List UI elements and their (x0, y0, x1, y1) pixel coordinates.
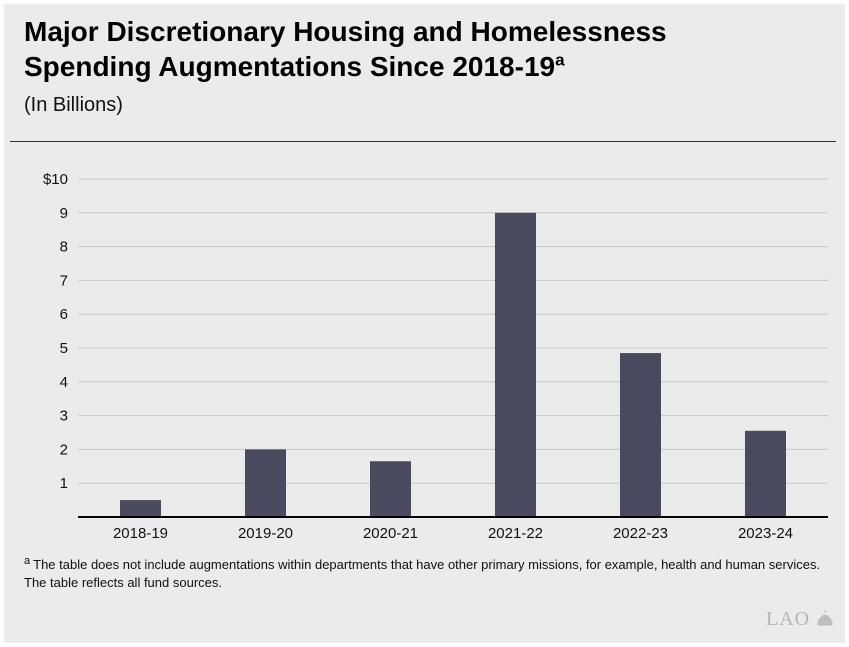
title-divider (10, 141, 836, 142)
y-tick-label: 2 (60, 441, 68, 458)
x-axis-ticks: 2018-19 2019-20 2020-21 2021-22 2022-23 2023-… (113, 525, 793, 542)
title-footnote-marker: a (555, 50, 565, 70)
y-axis-ticks: 1 2 3 4 5 6 7 8 9 $10 (43, 171, 68, 492)
x-tick-label: 2020-21 (363, 525, 418, 542)
y-tick-label: 9 (60, 205, 68, 222)
chart-subtitle: (In Billions) (24, 94, 123, 116)
lao-logo: LAO (766, 608, 834, 631)
bar-2018-19 (120, 500, 161, 517)
grid-lines (78, 178, 828, 484)
capitol-dome-icon (817, 610, 833, 626)
x-tick-label: 2023-24 (738, 525, 793, 542)
y-tick-label: 5 (60, 340, 68, 357)
bar-2019-20 (245, 449, 286, 517)
y-tick-label: 7 (60, 272, 68, 289)
x-tick-label: 2018-19 (113, 525, 168, 542)
bars (120, 212, 786, 518)
lao-logo-text: LAO (766, 608, 811, 630)
y-tick-label: $10 (43, 171, 68, 188)
x-tick-label: 2019-20 (238, 525, 293, 542)
footnote: a The table does not include augmentation… (24, 554, 824, 592)
y-tick-label: 6 (60, 306, 68, 323)
y-tick-label: 8 (60, 239, 68, 256)
x-tick-label: 2021-22 (488, 525, 543, 542)
title-line-2: Spending Augmentations Since 2018-19 (24, 51, 556, 82)
footnote-marker: a (24, 554, 31, 567)
title-line-1: Major Discretionary Housing and Homeless… (24, 16, 667, 47)
chart-card (4, 4, 845, 643)
bar-2022-23 (620, 353, 661, 517)
bar-2020-21 (370, 461, 411, 517)
footnote-text: The table does not include augmentations… (24, 557, 821, 590)
x-tick-label: 2022-23 (613, 525, 668, 542)
bar-2023-24 (745, 430, 786, 517)
y-tick-label: 3 (60, 408, 68, 425)
y-tick-label: 4 (60, 374, 68, 391)
y-tick-label: 1 (60, 475, 68, 492)
chart-title: Major Discretionary Housing and Homeless… (24, 14, 667, 84)
bar-2021-22 (495, 212, 536, 518)
